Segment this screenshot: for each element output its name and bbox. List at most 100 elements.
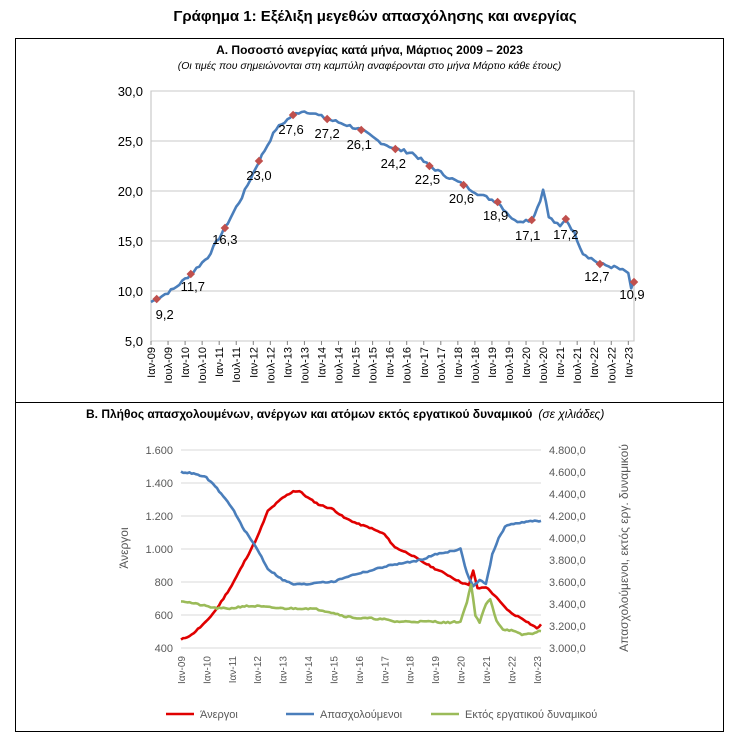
chart-a-y-tick-label: 15,0	[118, 234, 143, 249]
chart-a-data-label: 23,0	[246, 168, 271, 183]
chart-a-series-line	[150, 110, 636, 304]
chart-b-x-tick-label: Ιαν-17	[380, 656, 391, 684]
chart-a-x-tick-label: Ιουλ-15	[368, 347, 380, 384]
chart-a-data-label: 24,2	[381, 156, 406, 171]
chart-b-legend-label: Άνεργοι	[200, 709, 238, 721]
chart-a-x-tick-label: Ιουλ-17	[436, 347, 448, 384]
chart-a-data-label: 26,1	[347, 137, 372, 152]
chart-a-x-tick-label: Ιαν-16	[385, 347, 397, 378]
chart-a-march-marker	[493, 197, 502, 207]
chart-a-x-tick-label: Ιαν-15	[351, 347, 363, 378]
chart-a-x-tick-label: Ιουλ-09	[163, 347, 175, 384]
chart-b-x-tick-label: Ιαν-10	[202, 656, 213, 684]
chart-b-y-right-tick-label: 4.600,0	[549, 467, 586, 479]
chart-b-y-right-tick-label: 4.400,0	[549, 489, 586, 501]
chart-a-x-tick-label: Ιουλ-13	[299, 347, 311, 384]
panel-labour-counts: Β. Πλήθος απασχολουμένων, ανέργων και ατ…	[15, 402, 724, 732]
chart-b-x-tick-label: Ιαν-22	[507, 656, 518, 684]
chart-a-x-tick-label: Ιουλ-19	[504, 347, 516, 384]
chart-b-x-tick-label: Ιαν-15	[329, 656, 340, 684]
chart-a-data-label: 16,3	[212, 232, 237, 247]
chart-b-series-line	[180, 489, 543, 641]
chart-b-y-right-tick-label: 4.800,0	[549, 445, 586, 457]
chart-a-y-tick-label: 20,0	[118, 184, 143, 199]
chart-a-march-marker	[186, 269, 196, 279]
chart-b-x-tick-label: Ιαν-16	[355, 656, 366, 684]
chart-b-y-left-tick-label: 800	[155, 577, 173, 589]
chart-b-legend-label: Απασχολούμενοι	[320, 709, 403, 721]
chart-a-subtitle: (Οι τιμές που σημειώνονται στη καμπύλη α…	[177, 60, 562, 72]
chart-a-x-tick-label: Ιαν-23	[623, 347, 635, 378]
chart-b-y-left-tick-label: 1.600	[145, 445, 173, 457]
chart-a-data-label: 27,6	[278, 122, 303, 137]
chart-a-march-marker	[391, 144, 400, 154]
chart-a-x-tick-label: Ιουλ-12	[265, 347, 277, 384]
chart-a-x-tick-label: Ιουλ-16	[402, 347, 414, 384]
chart-a-x-tick-label: Ιαν-18	[453, 347, 465, 378]
chart-a-x-tick-label: Ιαν-20	[521, 347, 533, 378]
chart-a-x-tick-label: Ιαν-21	[555, 347, 567, 378]
chart-b-y-right-tick-label: 3.800,0	[549, 555, 586, 567]
chart-b-y-right-tick-label: 3.000,0	[549, 643, 586, 655]
chart-a-x-tick-label: Ιαν-10	[180, 347, 192, 378]
chart-b-title-note: (σε χιλιάδες)	[538, 407, 605, 421]
chart-b-x-tick-label: Ιαν-20	[457, 656, 468, 684]
chart-b-y-right-tick-label: 3.600,0	[549, 577, 586, 589]
panel-unemployment-rate: Α. Ποσοστό ανεργίας κατά μήνα, Μάρτιος 2…	[15, 38, 724, 403]
chart-b-y-left-title: Άνεργοι	[117, 527, 131, 569]
chart-a-plot: 5,0 10,0 15,0 20,0 25,0 30,0 Ιαν-09 Ιουλ-09 Ιαν-…	[118, 84, 645, 384]
chart-b-x-tick-label: Ιαν-14	[304, 656, 315, 684]
chart-a-x-tick-label: Ιουλ-11	[231, 347, 243, 383]
chart-a-march-marker	[152, 294, 161, 304]
chart-a-x-tick-label: Ιαν-22	[589, 347, 601, 378]
chart-a-y-tick-label: 30,0	[118, 84, 143, 99]
chart-a-march-marker	[357, 125, 366, 135]
chart-b-x-tick-label: Ιαν-19	[431, 656, 442, 684]
chart-a-x-tick-label: Ιαν-12	[248, 347, 260, 378]
chart-a-march-marker	[322, 114, 332, 124]
chart-a-data-label: 10,9	[619, 287, 644, 302]
chart-b-series-line	[180, 583, 542, 637]
chart-b-title: Β. Πλήθος απασχολουμένων, ανέργων και ατ…	[86, 407, 604, 421]
chart-a-x-tick-label: Ιουλ-14	[334, 347, 346, 384]
chart-b-title-text: Β. Πλήθος απασχολουμένων, ανέργων και ατ…	[86, 407, 533, 421]
chart-b-x-tick-label: Ιαν-18	[406, 656, 417, 684]
chart-a-x-tick-label: Ιουλ-20	[538, 347, 550, 384]
chart-b-x-tick-label: Ιαν-11	[228, 656, 239, 684]
chart-a-data-label: 18,9	[483, 208, 508, 223]
chart-a-x-tick-label: Ιουλ-10	[197, 347, 209, 384]
chart-b-y-left-tick-label: 1.400	[145, 478, 173, 490]
chart-b-y-right-tick-label: 4.000,0	[549, 533, 586, 545]
chart-b-x-tick-label: Ιαν-23	[533, 656, 544, 684]
chart-b-y-left-tick-label: 1.000	[145, 544, 173, 556]
chart-a-x-tick-label: Ιαν-09	[146, 347, 158, 378]
chart-a-x-tick-label: Ιουλ-18	[470, 347, 482, 384]
chart-b-y-left-tick-label: 1.200	[145, 511, 173, 523]
chart-b-y-right-tick-label: 3.400,0	[549, 599, 586, 611]
chart-a-march-marker	[459, 180, 468, 190]
chart-b-legend-label: Εκτός εργατικού δυναμικού	[465, 709, 597, 721]
chart-b-plot: 400 600 800 1.000 1.200 1.400 1.600 3.000,0 3.20…	[117, 444, 631, 721]
chart-a-data-label: 11,7	[181, 279, 205, 294]
chart-a-data-label: 9,2	[156, 307, 174, 322]
chart-a-plot-frame	[150, 90, 635, 342]
chart-b-y-right-title: Απασχολούμενοι, εκτός εργ. δυναμικού	[617, 444, 631, 652]
chart-b-series-line	[180, 470, 542, 588]
chart-a-x-tick-label: Ιαν-14	[316, 347, 328, 378]
chart-a-x-tick-label: Ιουλ-22	[606, 347, 618, 384]
chart-b-x-tick-label: Ιαν-21	[482, 656, 493, 684]
chart-a-march-marker	[595, 259, 605, 269]
chart-a-data-label: 27,2	[314, 126, 339, 141]
chart-a-data-label: 17,1	[515, 228, 540, 243]
chart-a-data-label: 20,6	[449, 191, 474, 206]
chart-b-y-left-tick-label: 600	[155, 610, 173, 622]
chart-b-x-tick-label: Ιαν-13	[279, 656, 290, 684]
chart-a-x-tick-label: Ιουλ-21	[572, 347, 584, 384]
chart-a-x-tick-label: Ιαν-19	[487, 347, 499, 378]
chart-b-y-right-tick-label: 4.200,0	[549, 511, 586, 523]
chart-a-title: Α. Ποσοστό ανεργίας κατά μήνα, Μάρτιος 2…	[216, 43, 523, 57]
chart-a-x-tick-label: Ιαν-13	[282, 347, 294, 378]
chart-a-y-tick-label: 5,0	[125, 334, 143, 349]
chart-a-data-label: 22,5	[415, 172, 440, 187]
chart-a-march-marker	[629, 277, 639, 287]
